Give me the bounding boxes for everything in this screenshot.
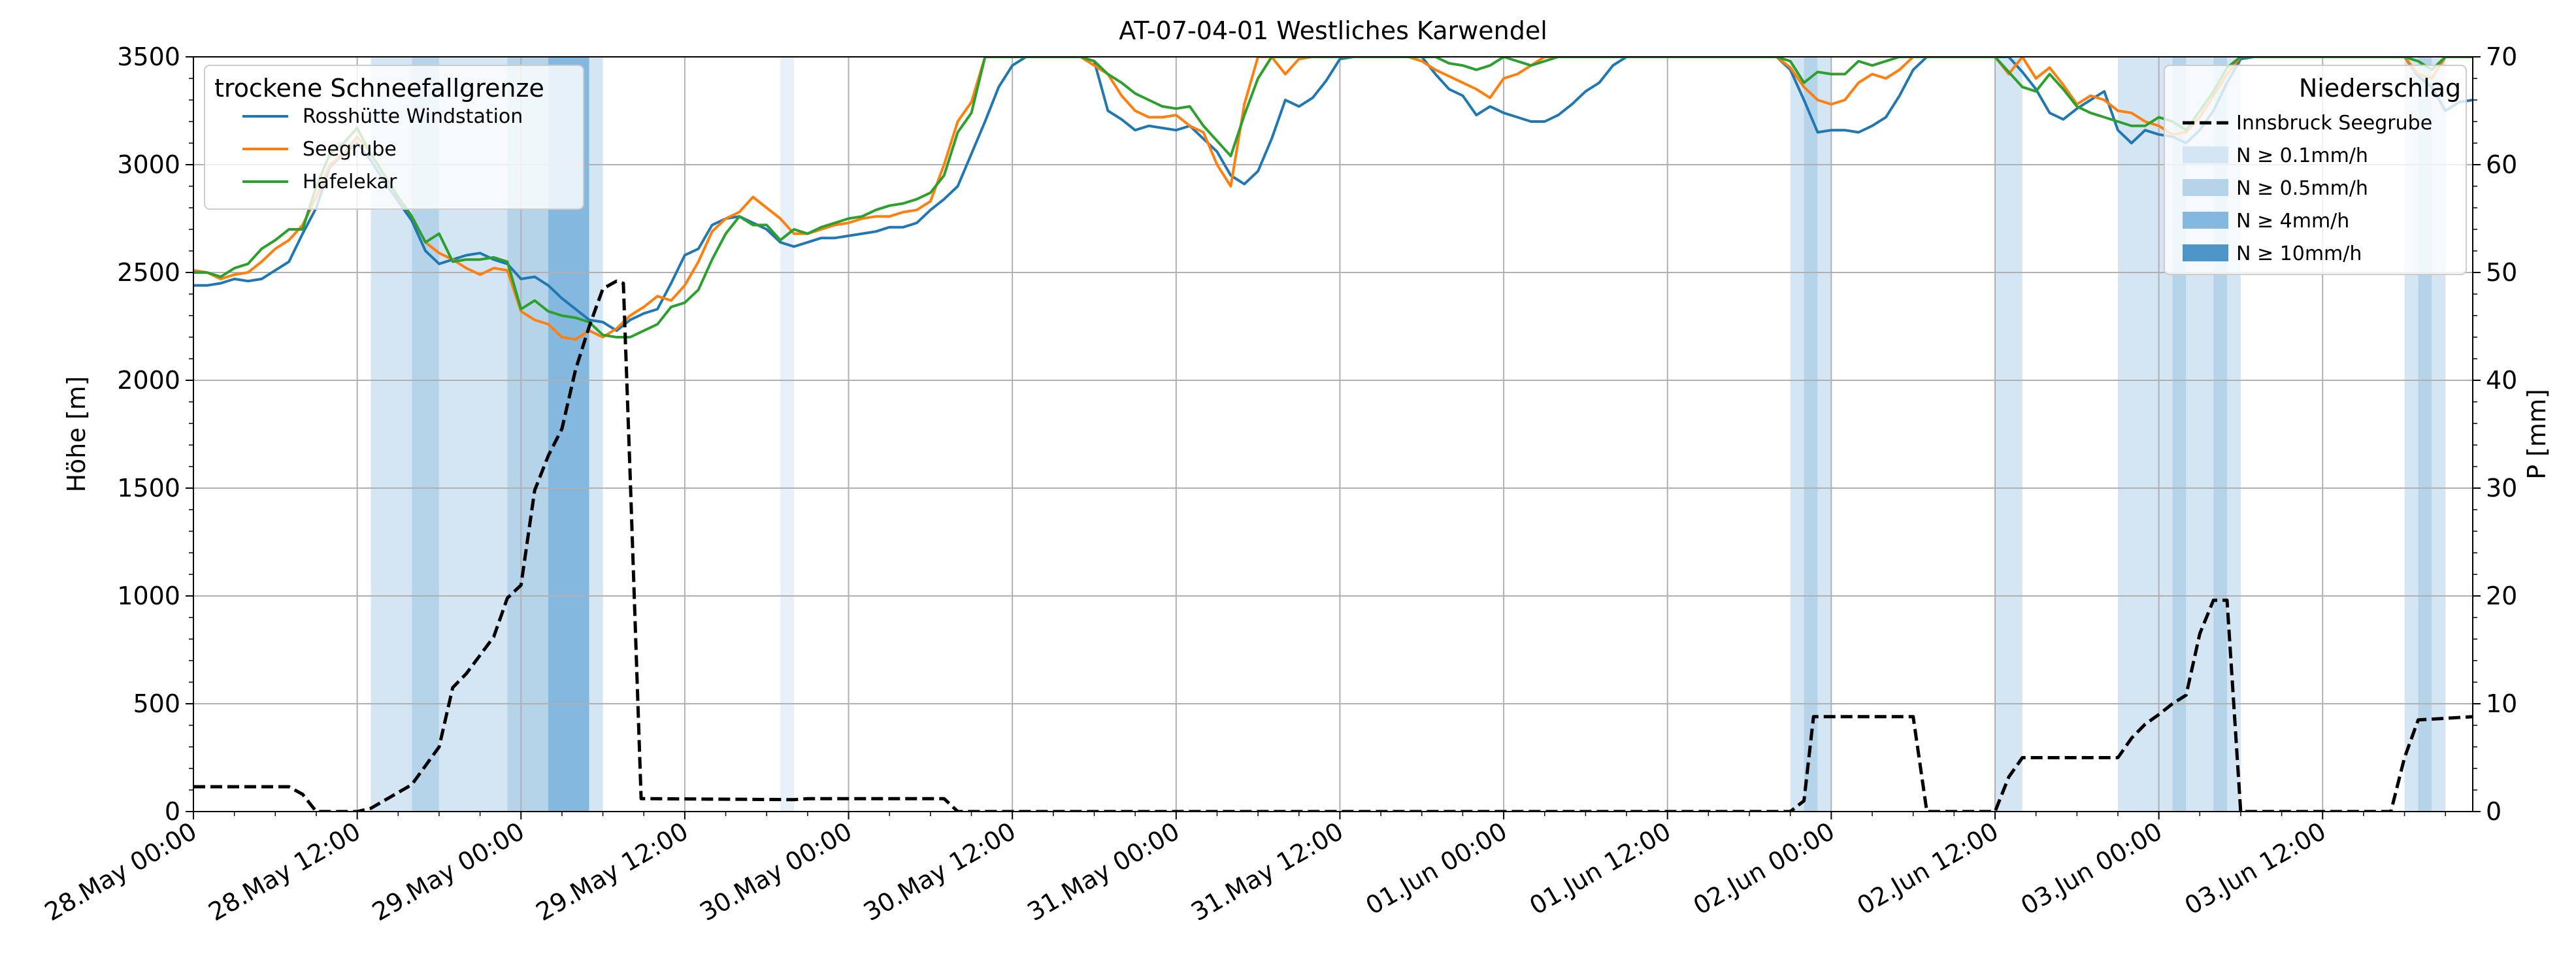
y-tick-label: 2500	[117, 258, 180, 287]
x-tick-label: 03.Jun 12:00	[2180, 817, 2331, 921]
y2-tick-label: 60	[2486, 150, 2517, 179]
legend-precip-band-swatch	[2183, 244, 2228, 261]
legend-precip: Niederschlag Innsbruck Seegrube N ≥ 0.1m…	[2164, 65, 2467, 275]
x-tick-label: 28.May 00:00	[40, 817, 202, 927]
legend-snowline-box	[204, 65, 584, 210]
y-tick-label: 3500	[117, 42, 180, 71]
series-line	[193, 57, 2473, 333]
chart-title: AT-07-04-01 Westliches Karwendel	[1119, 16, 1547, 45]
y2-tick-label: 30	[2486, 474, 2517, 502]
y-axis-label-right: P [mm]	[2522, 389, 2551, 480]
legend-precip-band-swatch	[2183, 146, 2228, 163]
y-tick-label: 500	[133, 689, 180, 718]
legend-snowline-title: trockene Schneefallgrenze	[214, 74, 544, 103]
precip-band	[589, 57, 603, 812]
x-tick-label: 31.May 00:00	[1023, 817, 1185, 927]
legend-precip-line-label: Innsbruck Seegrube	[2236, 112, 2432, 135]
y-tick-label: 1000	[117, 582, 180, 610]
precip-band	[2117, 57, 2173, 812]
legend-precip-box	[2164, 65, 2467, 275]
x-tick-label: 28.May 12:00	[203, 817, 365, 927]
legend-precip-band-label: N ≥ 0.1mm/h	[2236, 144, 2368, 167]
y2-tick-label: 20	[2486, 582, 2517, 610]
series-lines	[193, 57, 2473, 812]
y-tick-label: 1500	[117, 474, 180, 502]
legend-precip-band-label: N ≥ 10mm/h	[2236, 242, 2362, 265]
precip-band	[1994, 57, 2023, 812]
legend-snowline-label: Rosshütte Windstation	[303, 105, 523, 128]
precip-bands	[371, 57, 2446, 812]
x-tick-label: 29.May 00:00	[367, 817, 529, 927]
legend-snowline-label: Seegrube	[303, 138, 397, 161]
legend-snowline-label: Hafelekar	[303, 171, 397, 193]
series-line	[193, 57, 2473, 338]
y2-tick-label: 50	[2486, 258, 2517, 287]
legend-precip-band-swatch	[2183, 212, 2228, 229]
y2-tick-label: 0	[2486, 797, 2502, 826]
legend-precip-title: Niederschlag	[2299, 74, 2461, 103]
precip-band	[1804, 57, 1818, 812]
x-tick-label: 31.May 12:00	[1186, 817, 1348, 927]
series-line	[193, 57, 2473, 341]
y2-tick-label: 70	[2486, 42, 2517, 71]
x-tick-label: 29.May 12:00	[531, 817, 693, 927]
y-tick-label: 2000	[117, 366, 180, 395]
x-tick-label: 01.Jun 12:00	[1525, 817, 1676, 921]
plot-frame	[193, 56, 2473, 812]
y2-tick-label: 40	[2486, 366, 2517, 395]
legend-snowline: trockene Schneefallgrenze Rosshütte Wind…	[204, 65, 584, 210]
x-tick-label: 01.Jun 00:00	[1361, 817, 1512, 921]
series-line	[193, 279, 2473, 812]
precip-band	[780, 57, 794, 812]
legend-precip-band-label: N ≥ 0.5mm/h	[2236, 177, 2368, 200]
y2-tick-label: 10	[2486, 689, 2517, 718]
legend-precip-band-label: N ≥ 4mm/h	[2236, 210, 2349, 233]
legend-precip-band-swatch	[2183, 179, 2228, 196]
precip-band	[1817, 57, 1832, 812]
x-tick-label: 30.May 00:00	[695, 817, 857, 927]
x-tick-label: 02.Jun 12:00	[1852, 817, 2003, 921]
y-tick-label: 0	[165, 797, 180, 826]
x-tick-label: 02.Jun 00:00	[1689, 817, 1840, 921]
y-axis-label: Höhe [m]	[62, 376, 91, 492]
y-tick-label: 3000	[117, 150, 180, 179]
x-tick-label: 30.May 12:00	[859, 817, 1021, 927]
precip-band	[1790, 57, 1804, 812]
x-tick-label: 03.Jun 00:00	[2016, 817, 2167, 921]
